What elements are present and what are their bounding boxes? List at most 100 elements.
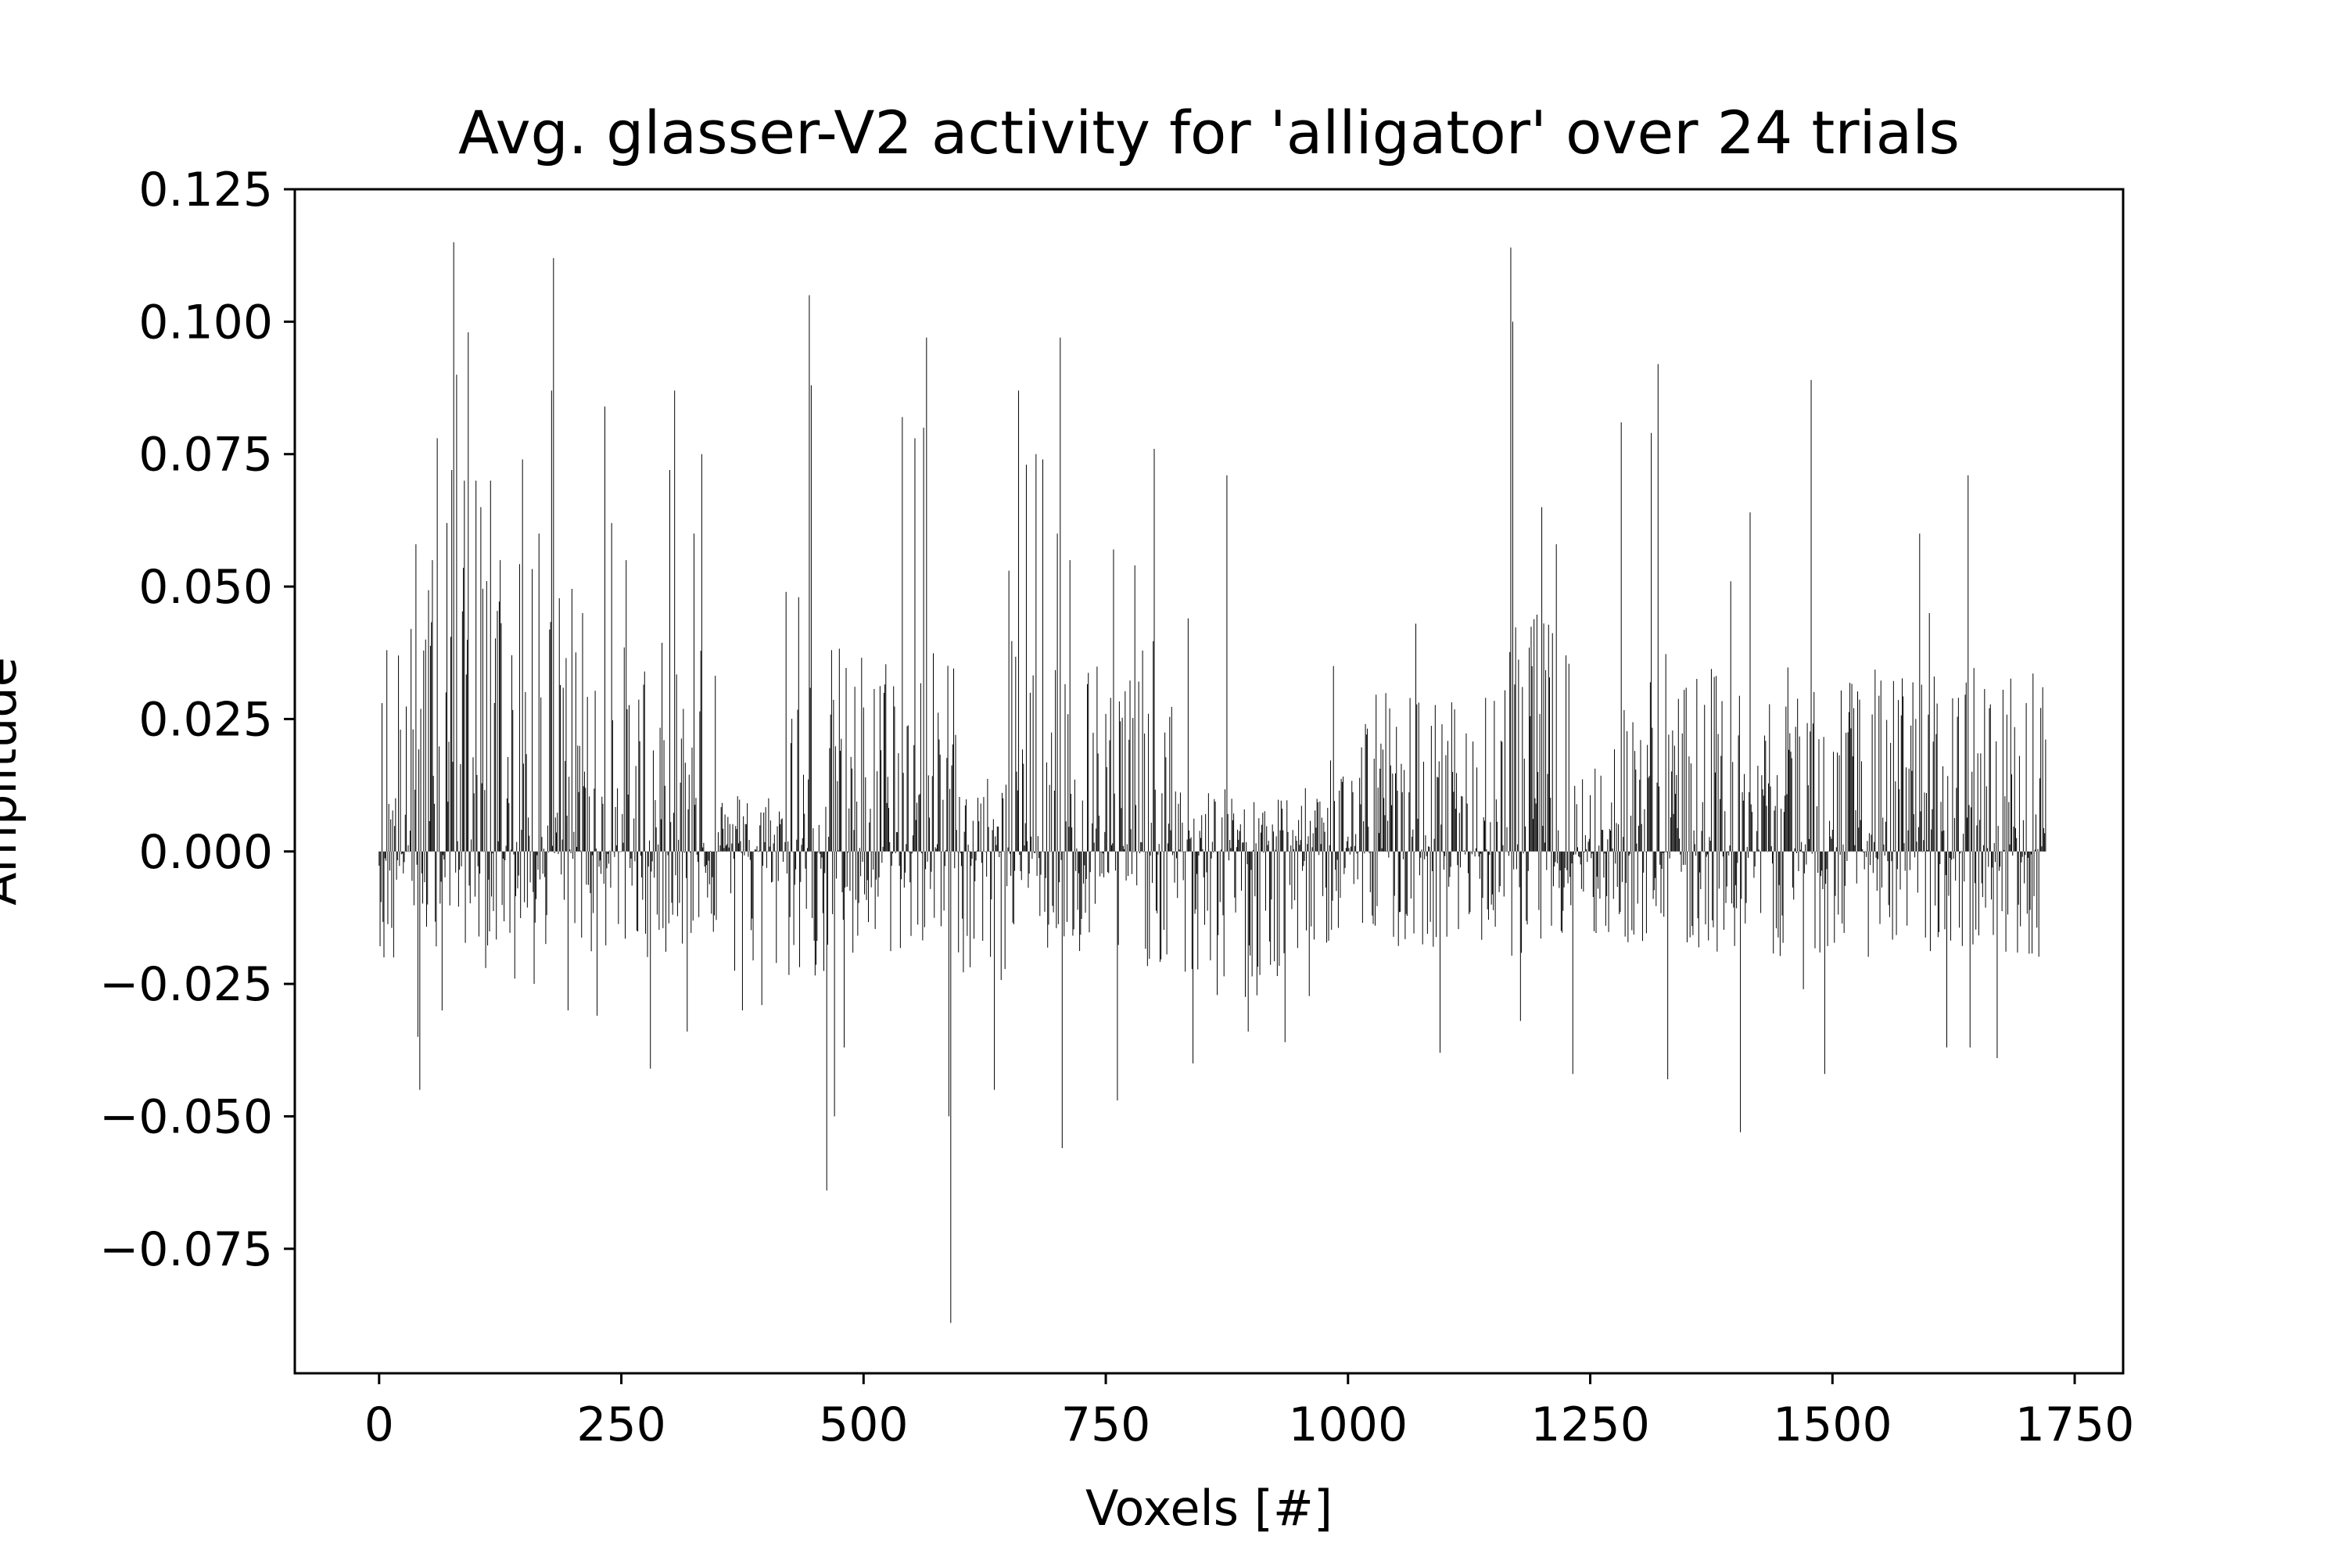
voxel-bar: [540, 697, 542, 852]
voxel-bar: [1738, 695, 1740, 852]
voxel-bar: [1903, 843, 1905, 852]
voxel-bar: [1429, 851, 1431, 922]
voxel-bar: [1770, 846, 1772, 852]
voxel-bar: [647, 851, 649, 867]
voxel-bar: [1811, 851, 1813, 854]
voxel-bar: [810, 385, 812, 852]
voxel-bar: [587, 851, 589, 885]
voxel-bar: [552, 845, 554, 852]
voxel-bar: [684, 762, 686, 852]
voxel-bar: [1668, 734, 1670, 852]
voxel-bar: [1130, 829, 1132, 852]
voxel-bar: [1631, 851, 1633, 931]
voxel-bar: [583, 771, 585, 852]
voxel-bar: [988, 827, 989, 852]
voxel-bar: [1113, 549, 1114, 852]
voxel-bar: [2045, 739, 2046, 852]
voxel-bar: [1275, 836, 1277, 852]
y-tick-label: −0.025: [99, 957, 273, 1012]
voxel-bar: [972, 820, 974, 852]
voxel-bar: [1805, 844, 1806, 852]
voxel-bar: [1222, 851, 1224, 916]
voxel-bar: [1069, 560, 1071, 852]
voxel-bar: [625, 851, 626, 939]
voxel-bar: [1670, 817, 1671, 852]
voxel-bar: [1523, 851, 1524, 854]
voxel-bar: [1721, 701, 1723, 852]
voxel-bar: [1545, 669, 1547, 852]
voxel-bar: [1905, 767, 1907, 852]
voxel-bar: [1789, 733, 1791, 852]
voxel-bar: [1022, 749, 1023, 852]
voxel-bar: [1724, 811, 1726, 852]
voxel-bar: [1925, 793, 1927, 852]
voxel-bar: [678, 839, 680, 852]
voxel-bar: [1474, 851, 1476, 857]
voxel-bar: [641, 851, 643, 878]
voxel-bar: [1264, 851, 1266, 911]
voxel-bar: [436, 438, 438, 852]
voxel-bar: [1512, 321, 1513, 852]
voxel-bar: [899, 851, 901, 949]
voxel-bar: [1915, 719, 1917, 852]
voxel-bar: [1969, 851, 1971, 1048]
voxel-bar: [781, 818, 783, 852]
voxel-bar: [777, 851, 779, 881]
voxel-bar: [487, 851, 489, 945]
voxel-bar: [795, 851, 797, 870]
voxel-bar: [1390, 765, 1391, 852]
voxel-bar: [949, 788, 951, 852]
voxel-bar: [491, 851, 493, 897]
voxel-bar: [1984, 689, 1985, 852]
voxel-bar: [909, 851, 911, 883]
voxel-bar: [1272, 831, 1274, 852]
voxel-bar: [1033, 851, 1035, 853]
voxel-bar: [1410, 851, 1412, 899]
voxel-bar: [1452, 772, 1454, 852]
voxel-bar: [412, 729, 414, 852]
voxel-bar: [1019, 851, 1021, 856]
voxel-bar: [1284, 851, 1286, 1042]
voxel-bar: [1697, 851, 1699, 919]
voxel-bar: [938, 739, 940, 852]
voxel-bar: [895, 832, 897, 852]
voxel-bar: [1461, 795, 1462, 852]
voxel-bar: [962, 851, 963, 919]
voxel-bar: [832, 851, 834, 914]
voxel-bar: [459, 851, 461, 870]
voxel-bar: [1965, 682, 1967, 852]
voxel-bar: [1333, 666, 1334, 852]
voxel-bar: [1040, 851, 1042, 875]
voxel-bar: [772, 851, 773, 882]
voxel-bar: [1676, 775, 1677, 852]
voxel-bar: [1165, 757, 1167, 852]
voxel-bar: [1534, 798, 1536, 852]
voxel-bar: [400, 730, 401, 852]
voxel-bar: [461, 851, 462, 867]
voxel-bar: [983, 797, 985, 852]
voxel-bar: [1867, 851, 1869, 957]
voxel-bar: [1943, 830, 1945, 852]
voxel-bar: [956, 830, 957, 852]
voxel-bar: [903, 851, 905, 888]
voxel-bar: [2009, 844, 2011, 852]
voxel-bar: [1570, 851, 1572, 906]
voxel-bar: [1329, 845, 1330, 852]
voxel-bar: [472, 757, 474, 852]
voxel-bar: [1824, 851, 1825, 1075]
voxel-bar: [991, 851, 992, 900]
voxel-bar: [676, 851, 678, 917]
voxel-bar: [1632, 722, 1634, 852]
voxel-bar: [1478, 851, 1480, 857]
voxel-bar: [1828, 851, 1829, 852]
voxel-bar: [1732, 762, 1734, 852]
voxel-bar: [1864, 851, 1866, 852]
voxel-bar: [1563, 851, 1565, 888]
voxel-bar: [1649, 682, 1651, 852]
voxel-bar: [891, 851, 892, 866]
voxel-bar: [1320, 844, 1322, 852]
voxel-bar: [477, 851, 479, 867]
bars-layer: [378, 242, 2046, 1323]
voxel-bar: [918, 795, 920, 852]
voxel-bar: [734, 851, 735, 971]
